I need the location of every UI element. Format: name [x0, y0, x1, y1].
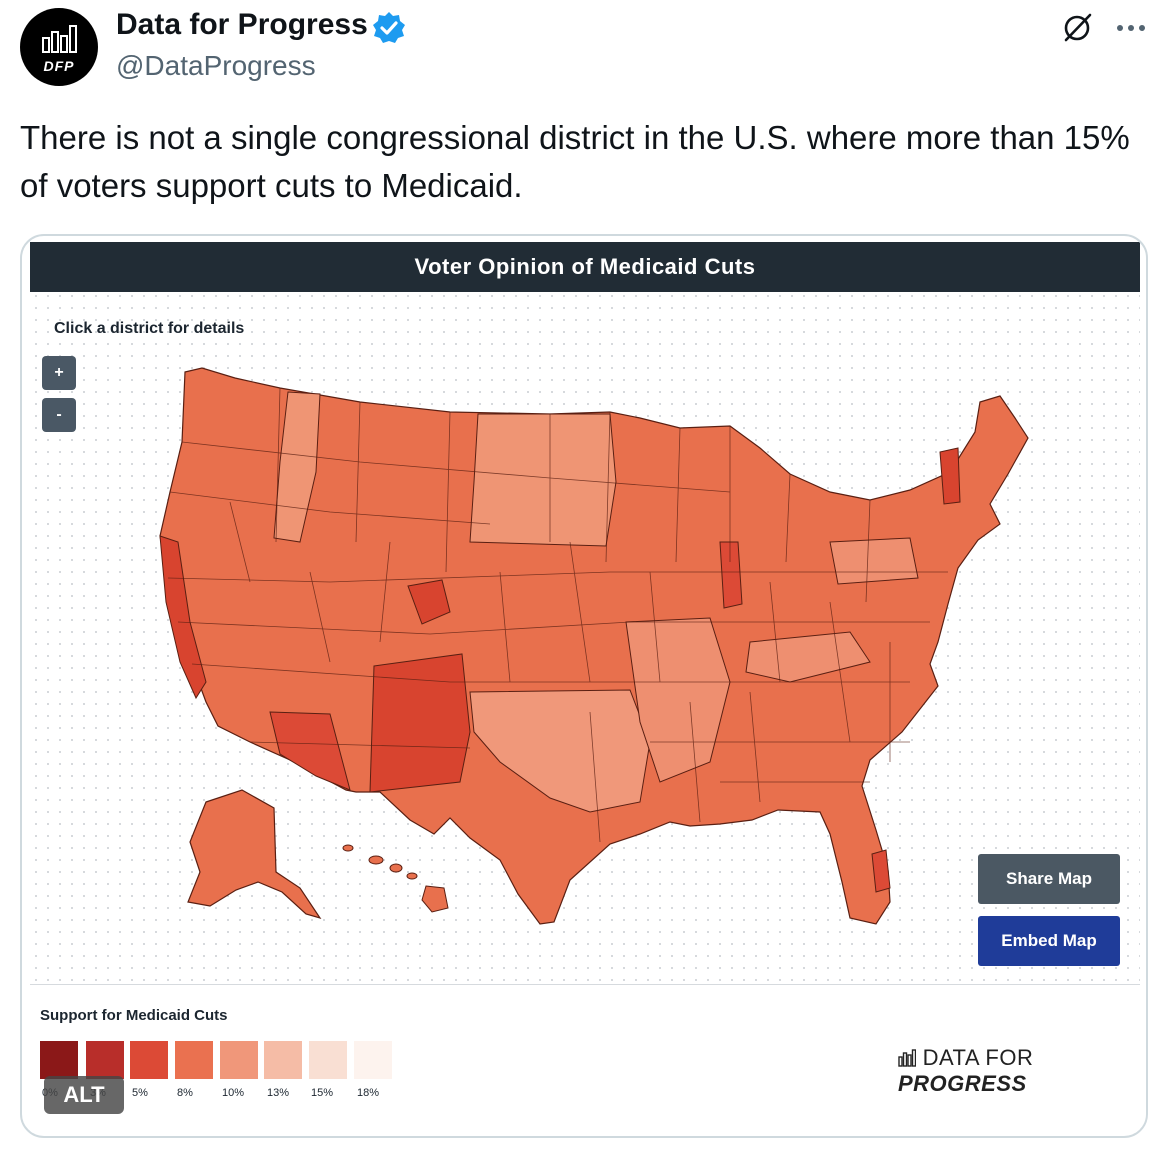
avatar[interactable]: DFP — [20, 8, 98, 86]
map-region-vermont[interactable] — [939, 447, 961, 505]
legend-title: Support for Medicaid Cuts — [40, 1007, 228, 1024]
legend-swatch — [40, 1041, 78, 1079]
legend-tick: 5% — [132, 1087, 148, 1099]
district-boundaries — [167, 387, 948, 843]
brand-prefix: DATA FOR — [922, 1045, 1034, 1070]
avatar-label: DFP — [43, 58, 75, 74]
legend-swatch — [130, 1041, 168, 1079]
map-region-arizona-south[interactable] — [269, 711, 351, 791]
bar-chart-icon — [898, 1049, 917, 1067]
map-panel: Voter Opinion of Medicaid Cuts Click a d… — [30, 242, 1140, 984]
map-region-dakotas[interactable] — [469, 413, 617, 547]
map-region-plains-south[interactable] — [469, 689, 651, 813]
grok-icon[interactable] — [1060, 10, 1094, 44]
more-icon[interactable] — [1116, 24, 1146, 32]
map-region-california-coast[interactable] — [159, 535, 207, 700]
legend-tick: 18% — [356, 1087, 380, 1099]
map-region-alaska[interactable] — [187, 789, 322, 920]
media-card[interactable]: Voter Opinion of Medicaid Cuts Click a d… — [20, 234, 1148, 1138]
brand-logo: DATA FOR PROGRESS — [898, 1045, 1140, 1097]
legend-swatch — [309, 1041, 347, 1079]
embed-map-button[interactable]: Embed Map — [978, 916, 1120, 966]
legend-tick: 13% — [266, 1087, 290, 1099]
alt-text-badge[interactable]: ALT — [44, 1076, 124, 1114]
legend-swatch — [175, 1041, 213, 1079]
map-region-illinois-district[interactable] — [719, 541, 743, 609]
map-legend: Support for Medicaid Cuts 0% 3% 5% 8% 10… — [30, 984, 1140, 1133]
legend-tick: 15% — [310, 1087, 334, 1099]
map-region-arkansas[interactable] — [625, 617, 731, 783]
legend-swatch — [220, 1041, 258, 1079]
legend-swatch — [264, 1041, 302, 1079]
map-region-pennsylvania[interactable] — [829, 537, 919, 585]
brand-emphasis: PROGRESS — [898, 1071, 1027, 1096]
share-map-button[interactable]: Share Map — [978, 854, 1120, 904]
map-region-idaho[interactable] — [273, 391, 321, 543]
author-handle[interactable]: @DataProgress — [116, 50, 316, 81]
map-region-hawaii[interactable] — [342, 844, 449, 913]
legend-tick: 10% — [221, 1087, 245, 1099]
zoom-in-button[interactable]: + — [42, 356, 76, 390]
map-region-kentucky[interactable] — [745, 631, 871, 683]
map-region-new-mexico[interactable] — [369, 653, 471, 793]
zoom-out-button[interactable]: - — [42, 398, 76, 432]
map-hint: Click a district for details — [54, 320, 245, 337]
map-region-florida-district[interactable] — [871, 849, 891, 893]
verified-badge-icon — [373, 12, 405, 43]
map-region-colorado-district[interactable] — [407, 579, 451, 625]
map-title: Voter Opinion of Medicaid Cuts — [30, 242, 1140, 292]
author-name[interactable]: Data for Progress — [116, 8, 368, 41]
bar-chart-icon — [42, 25, 77, 53]
legend-swatch — [86, 1041, 124, 1079]
legend-swatch — [354, 1041, 392, 1079]
tweet-text: There is not a single congressional dist… — [20, 119, 1130, 204]
us-district-map[interactable] — [30, 242, 1140, 984]
legend-tick: 8% — [177, 1087, 193, 1099]
